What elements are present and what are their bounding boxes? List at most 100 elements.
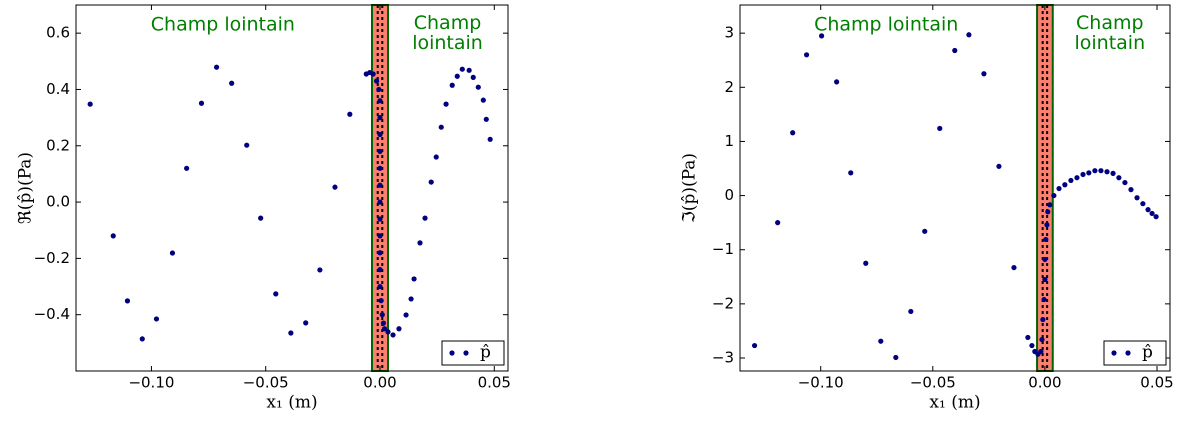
point [483, 116, 489, 122]
point [1153, 214, 1159, 220]
x-axis-label: x₁ (m) [929, 393, 980, 413]
point [377, 283, 383, 290]
point [377, 148, 383, 154]
point [466, 67, 472, 73]
y-tick-label: −3 [712, 349, 734, 367]
point [408, 296, 414, 302]
point [385, 329, 391, 335]
legend-label: p̂ [1142, 343, 1153, 363]
point [1044, 222, 1050, 228]
points [751, 32, 1159, 361]
point [1122, 179, 1128, 186]
point [908, 308, 914, 315]
point [258, 215, 264, 221]
point [377, 182, 383, 188]
point [487, 136, 493, 142]
annotation: lointain [1074, 32, 1145, 54]
point [390, 332, 396, 338]
axes-frame [75, 4, 509, 372]
point [1047, 202, 1053, 208]
point [1074, 175, 1080, 181]
annotation: Champ [1076, 12, 1144, 34]
point [1086, 170, 1092, 176]
annotation: lointain [412, 32, 483, 54]
point [377, 98, 383, 104]
y-tick-label: 0 [724, 186, 734, 204]
legend-marker [449, 350, 455, 356]
point [377, 131, 383, 138]
point [273, 291, 279, 297]
point [1011, 264, 1017, 271]
point [1128, 187, 1134, 193]
point [480, 97, 486, 103]
point [449, 82, 455, 88]
point [1104, 169, 1110, 175]
x-tick-label: 0.05 [478, 374, 511, 392]
point [377, 165, 383, 171]
point [1045, 209, 1051, 215]
y-tick-label: −2 [712, 294, 734, 312]
point [381, 326, 388, 332]
point [819, 33, 825, 39]
point [775, 220, 781, 226]
point [751, 342, 758, 349]
x-axis-label: x₁ (m) [266, 393, 317, 413]
point [1145, 207, 1151, 213]
point [139, 336, 145, 342]
point [1042, 276, 1048, 283]
x-tick-label: −0.05 [243, 374, 289, 392]
x-tick-label: 0.00 [363, 374, 396, 392]
point [1025, 334, 1031, 341]
point [370, 71, 376, 77]
point [1149, 210, 1155, 217]
point [1062, 182, 1068, 188]
point [332, 184, 338, 190]
point [377, 115, 383, 121]
legend-box [1103, 340, 1167, 366]
point [1068, 177, 1074, 184]
point [459, 66, 465, 72]
point [303, 320, 309, 326]
point [373, 78, 380, 84]
point [428, 179, 434, 185]
y-tick-label: 1 [724, 132, 734, 150]
point [87, 101, 93, 107]
point [411, 276, 417, 282]
y-tick-label: 0.0 [46, 193, 70, 211]
point [1042, 256, 1048, 263]
point [347, 111, 353, 117]
x-tick-label: 0.05 [1140, 374, 1173, 392]
point [470, 74, 476, 80]
x-tick-label: −0.05 [910, 374, 956, 392]
legend-marker [1125, 350, 1131, 356]
point [952, 47, 958, 54]
point [422, 215, 428, 221]
point [438, 124, 444, 130]
point [229, 80, 235, 86]
point [1029, 342, 1035, 349]
point [124, 298, 131, 304]
point [1056, 185, 1062, 192]
point [380, 320, 387, 326]
point [893, 354, 899, 361]
point [834, 79, 840, 85]
point [1116, 175, 1122, 181]
point [1098, 168, 1104, 174]
point [244, 142, 250, 148]
point [377, 233, 383, 239]
point [863, 260, 869, 266]
point [443, 101, 449, 107]
point [1043, 236, 1049, 243]
y-tick-label: −0.2 [34, 249, 70, 267]
point [377, 216, 383, 222]
point [1041, 296, 1047, 303]
y-tick-label: 3 [724, 24, 734, 42]
shaded-band [1036, 4, 1054, 372]
y-tick-label: 2 [724, 78, 734, 96]
point [377, 267, 383, 273]
point [376, 86, 382, 93]
point [198, 100, 205, 106]
point [1038, 348, 1044, 355]
